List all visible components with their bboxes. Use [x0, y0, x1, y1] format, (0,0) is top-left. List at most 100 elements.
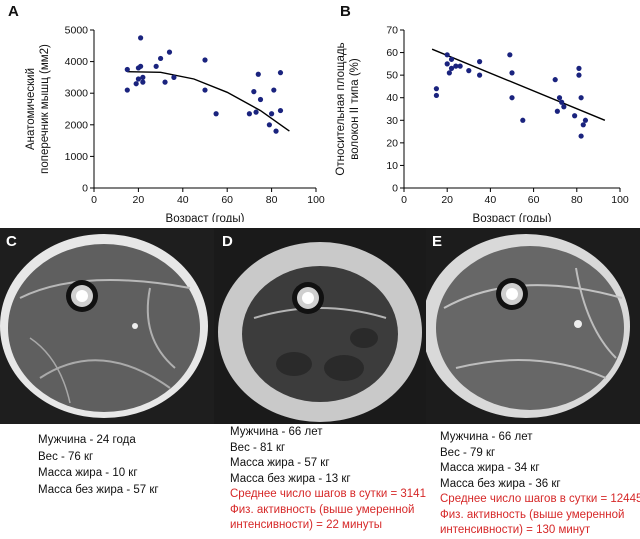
data-point [158, 55, 164, 62]
data-point [255, 71, 261, 77]
y-tick-label: 60 [386, 47, 398, 59]
x-tick-label: 40 [485, 194, 497, 206]
data-point [561, 104, 567, 110]
data-point [580, 122, 586, 128]
caption-e: Мужчина - 66 лет Вес - 79 кг Масса жира … [440, 430, 640, 539]
data-point [448, 65, 455, 71]
caption-e-weight: Вес - 79 кг [440, 446, 496, 459]
caption-d: Мужчина - 66 лет Вес - 81 кг Масса жира … [230, 425, 426, 534]
chart-b-type2-fiber-area: 0 20 40 60 80 100 0 10 20 30 40 50 60 70 Возраст (годы… [335, 25, 629, 223]
x-axis-label: Возраст (годы) [166, 213, 245, 222]
caption-e-fat-mass: Масса жира - 34 кг [440, 462, 540, 474]
x-tick-label: 100 [307, 194, 325, 206]
y-axis-label-line: Относительная площадь [335, 42, 347, 175]
data-point [257, 96, 264, 103]
caption-c-weight: Вес - 76 кг [38, 450, 94, 463]
x-tick-label: 0 [91, 194, 97, 206]
y-tick-label: 2000 [65, 119, 89, 131]
data-point [554, 108, 560, 114]
data-point [509, 95, 515, 101]
caption-c-sex-age: Мужчина - 24 года [38, 434, 136, 446]
data-point [433, 92, 439, 99]
caption-d-weight: Вес - 81 кг [230, 441, 286, 454]
data-point [153, 63, 159, 69]
x-tick-label: 20 [133, 194, 145, 206]
data-point [559, 99, 565, 105]
y-axis-label-line: Анатомический [25, 68, 37, 150]
data-point [138, 35, 144, 41]
caption-d-fat-mass: Масса жира - 57 кг [230, 457, 330, 469]
data-point [202, 57, 208, 63]
y-axis-label-line: волокон II типа (%) [349, 58, 361, 160]
panel-letter-a: A [8, 3, 19, 20]
panel-letter-d: D [222, 233, 233, 250]
caption-d-lean-mass: Масса без жира - 13 кг [230, 472, 351, 485]
data-point [166, 49, 173, 55]
data-point [507, 52, 513, 58]
y-tick-label: 0 [82, 183, 88, 195]
trend-line [431, 48, 606, 121]
data-point [213, 111, 219, 117]
data-point [466, 68, 472, 74]
caption-e-activity-line2: интенсивности) = 130 минут [440, 524, 591, 536]
caption-e-activity-line1: Физ. активность (выше умеренной [440, 508, 625, 521]
data-point [138, 63, 144, 69]
chart-a-muscle-cross-section: 0 20 40 60 80 100010002000300040005000Возраст… [25, 25, 325, 223]
y-tick-label: 10 [386, 160, 398, 172]
data-point [269, 111, 275, 117]
data-point [572, 113, 578, 119]
x-tick-label: 80 [571, 194, 583, 206]
data-point [277, 107, 284, 114]
data-point [246, 111, 252, 117]
data-point [453, 63, 459, 69]
data-point [273, 128, 279, 134]
y-tick-label: 5000 [65, 25, 89, 37]
x-tick-label: 100 [611, 194, 629, 206]
y-tick-label: 0 [392, 183, 398, 195]
x-tick-label: 80 [266, 194, 278, 206]
caption-c-fat-mass: Масса жира - 10 кг [38, 467, 138, 479]
data-point [444, 61, 450, 67]
panel-letter-e: E [432, 233, 442, 250]
panel-letter-b: B [340, 3, 351, 20]
data-point [520, 117, 526, 123]
data-point [582, 117, 589, 123]
data-point [202, 87, 208, 93]
data-point [576, 72, 582, 78]
data-point [124, 66, 130, 73]
mri-image-d: D [214, 228, 426, 424]
y-tick-label: 4000 [65, 56, 89, 68]
data-point [135, 76, 141, 82]
data-point [124, 87, 130, 93]
data-point [509, 70, 515, 76]
data-point [448, 56, 455, 62]
x-tick-label: 0 [401, 194, 407, 206]
caption-e-steps: Среднее число шагов в сутки = 12445 [440, 493, 640, 505]
x-tick-label: 60 [221, 194, 233, 206]
y-tick-label: 20 [386, 137, 398, 149]
data-point [171, 74, 177, 80]
caption-d-activity-line2: интенсивности) = 22 минуты [230, 519, 383, 531]
data-point [251, 89, 257, 95]
data-point [444, 52, 450, 58]
data-point [457, 63, 463, 69]
data-point [140, 79, 146, 85]
data-point [140, 74, 146, 80]
data-point [552, 77, 558, 83]
panel-letter-c: C [6, 233, 17, 250]
caption-e-sex-age: Мужчина - 66 лет [440, 431, 533, 443]
data-point [277, 70, 284, 76]
data-point [133, 81, 139, 87]
y-tick-label: 3000 [65, 88, 89, 100]
data-point [271, 87, 277, 93]
data-point [433, 86, 439, 92]
data-point [446, 70, 452, 76]
x-tick-label: 40 [177, 194, 189, 206]
caption-e-lean-mass: Масса без жира - 36 кг [440, 477, 561, 490]
mri-image-e: E [426, 228, 640, 424]
trend-line [127, 71, 290, 132]
mri-image-c: C [0, 228, 214, 424]
data-point [578, 133, 584, 139]
x-axis-label: Возраст (годы) [473, 213, 552, 222]
y-tick-label: 1000 [65, 151, 89, 163]
